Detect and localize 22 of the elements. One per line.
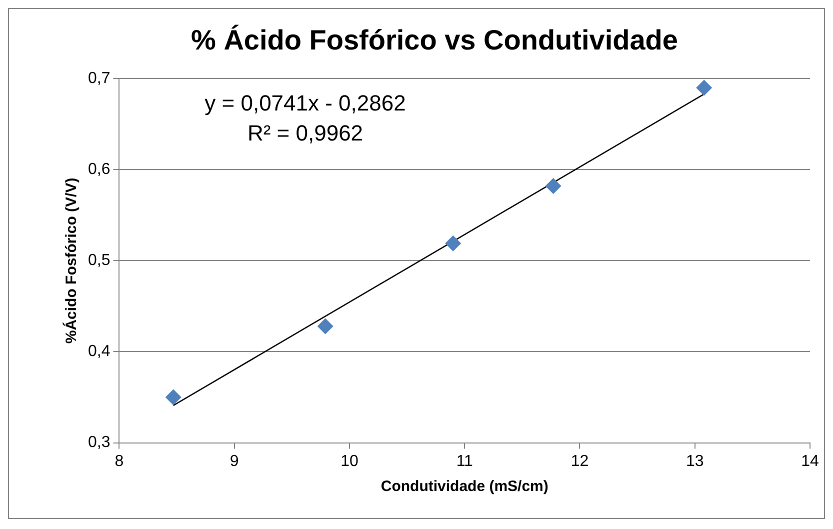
x-tick-label: 11 bbox=[456, 452, 474, 470]
point bbox=[317, 318, 334, 334]
point bbox=[545, 178, 562, 194]
y-tick-label: 0,4 bbox=[88, 343, 110, 360]
x-tick-label: 12 bbox=[570, 452, 589, 470]
x-tick-label: 8 bbox=[114, 452, 124, 470]
x-tick-label: 9 bbox=[230, 452, 239, 470]
x-tick-label: 14 bbox=[801, 452, 819, 470]
y-tick-label: 0,7 bbox=[88, 70, 110, 88]
x-tick-label: 10 bbox=[340, 452, 358, 470]
y-tick-label: 0,5 bbox=[88, 252, 110, 270]
y-tick-label: 0,6 bbox=[88, 161, 110, 178]
point bbox=[445, 235, 462, 252]
x-axis-title: Condutividade (mS/cm) bbox=[380, 478, 548, 496]
annotation: y = 0,0741x - 0,2862 bbox=[204, 90, 406, 116]
y-axis-title: %Ácido Fosfórico (V/V) bbox=[62, 178, 80, 344]
chart-title: % Ácido Fosfórico vs Condutividade bbox=[191, 24, 678, 56]
annotation: R² = 0,9962 bbox=[247, 120, 364, 146]
point bbox=[696, 80, 712, 96]
point bbox=[165, 389, 182, 406]
x-tick-label: 13 bbox=[686, 452, 704, 470]
y-tick-label: 0,3 bbox=[88, 434, 110, 452]
